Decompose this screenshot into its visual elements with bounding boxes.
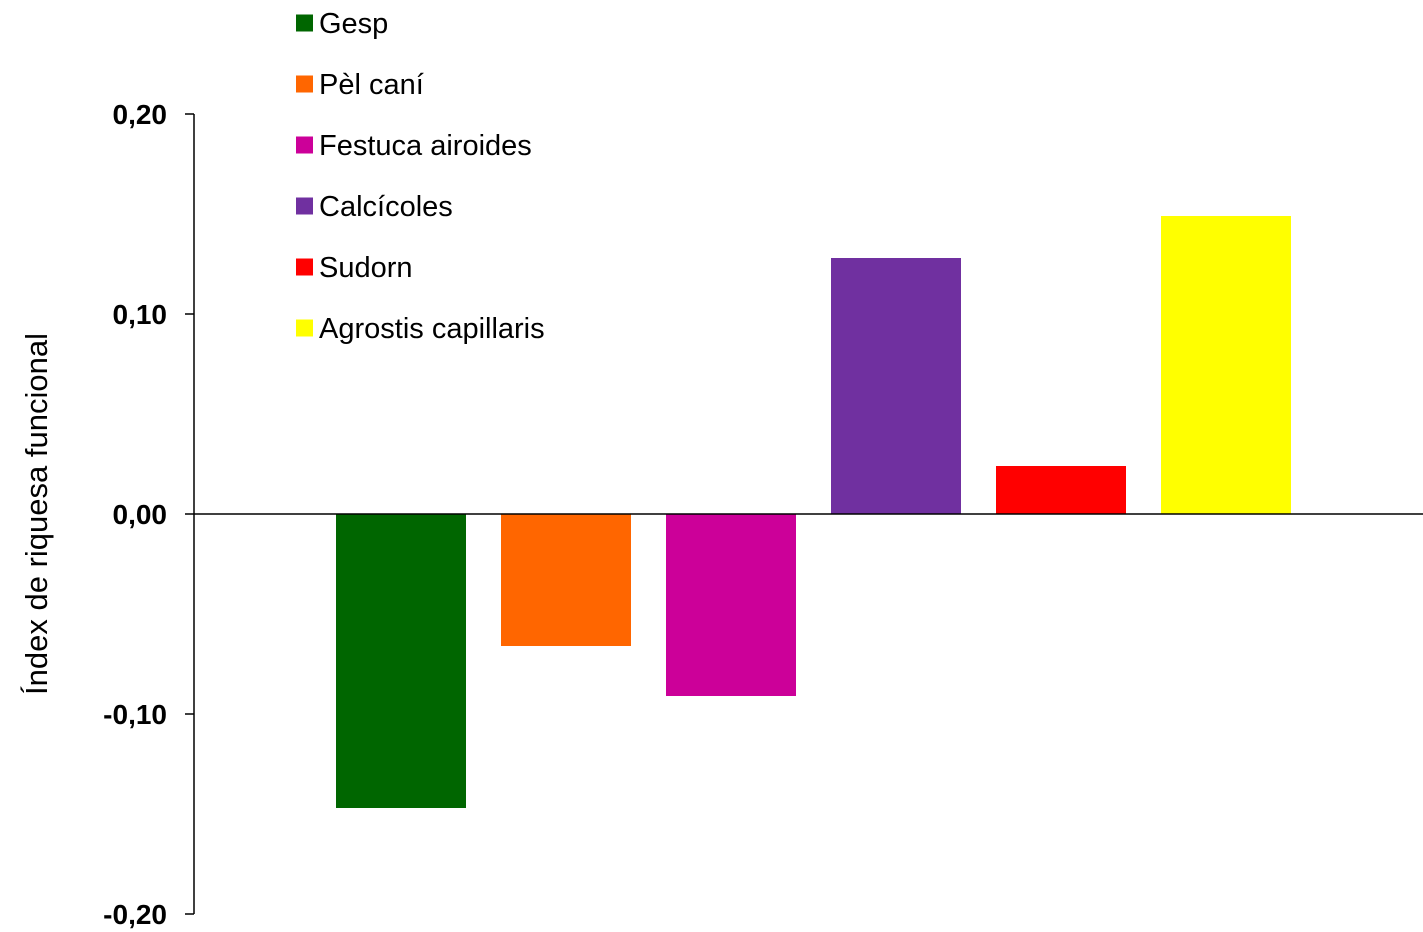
y-tick-label: -0,20 bbox=[103, 899, 167, 930]
bar-4 bbox=[831, 258, 961, 514]
legend-label: Pèl caní bbox=[319, 69, 424, 101]
y-tick-label: 0,10 bbox=[113, 299, 168, 330]
legend-swatch bbox=[296, 136, 313, 154]
bar-6 bbox=[1161, 216, 1291, 514]
legend-swatch bbox=[296, 197, 313, 215]
legend: Gesp Pèl caní Festuca airoides Calcícoles Su… bbox=[296, 8, 545, 345]
y-tick-label: 0,20 bbox=[113, 99, 168, 130]
y-axis-title: Índex de riquesa funcional bbox=[19, 333, 54, 695]
legend-label: Agrostis capillaris bbox=[319, 313, 545, 345]
legend-label: Festuca airoides bbox=[319, 130, 532, 162]
bar-3 bbox=[666, 514, 796, 696]
bar-5 bbox=[996, 466, 1126, 514]
y-ticks-group: 0,20 0,10 0,00 -0,10 -0,20 bbox=[103, 99, 194, 930]
legend-swatch bbox=[296, 14, 313, 32]
legend-label: Sudorn bbox=[319, 252, 413, 284]
legend-swatch bbox=[296, 319, 313, 337]
legend-label: Gesp bbox=[319, 8, 388, 40]
y-tick-label: -0,10 bbox=[103, 699, 167, 730]
legend-swatch bbox=[296, 75, 313, 93]
bar-2 bbox=[501, 514, 631, 646]
y-tick-label: 0,00 bbox=[113, 499, 168, 530]
bars-group bbox=[336, 216, 1291, 808]
legend-swatch bbox=[296, 258, 313, 276]
legend-label: Calcícoles bbox=[319, 191, 453, 223]
bar-1 bbox=[336, 514, 466, 808]
